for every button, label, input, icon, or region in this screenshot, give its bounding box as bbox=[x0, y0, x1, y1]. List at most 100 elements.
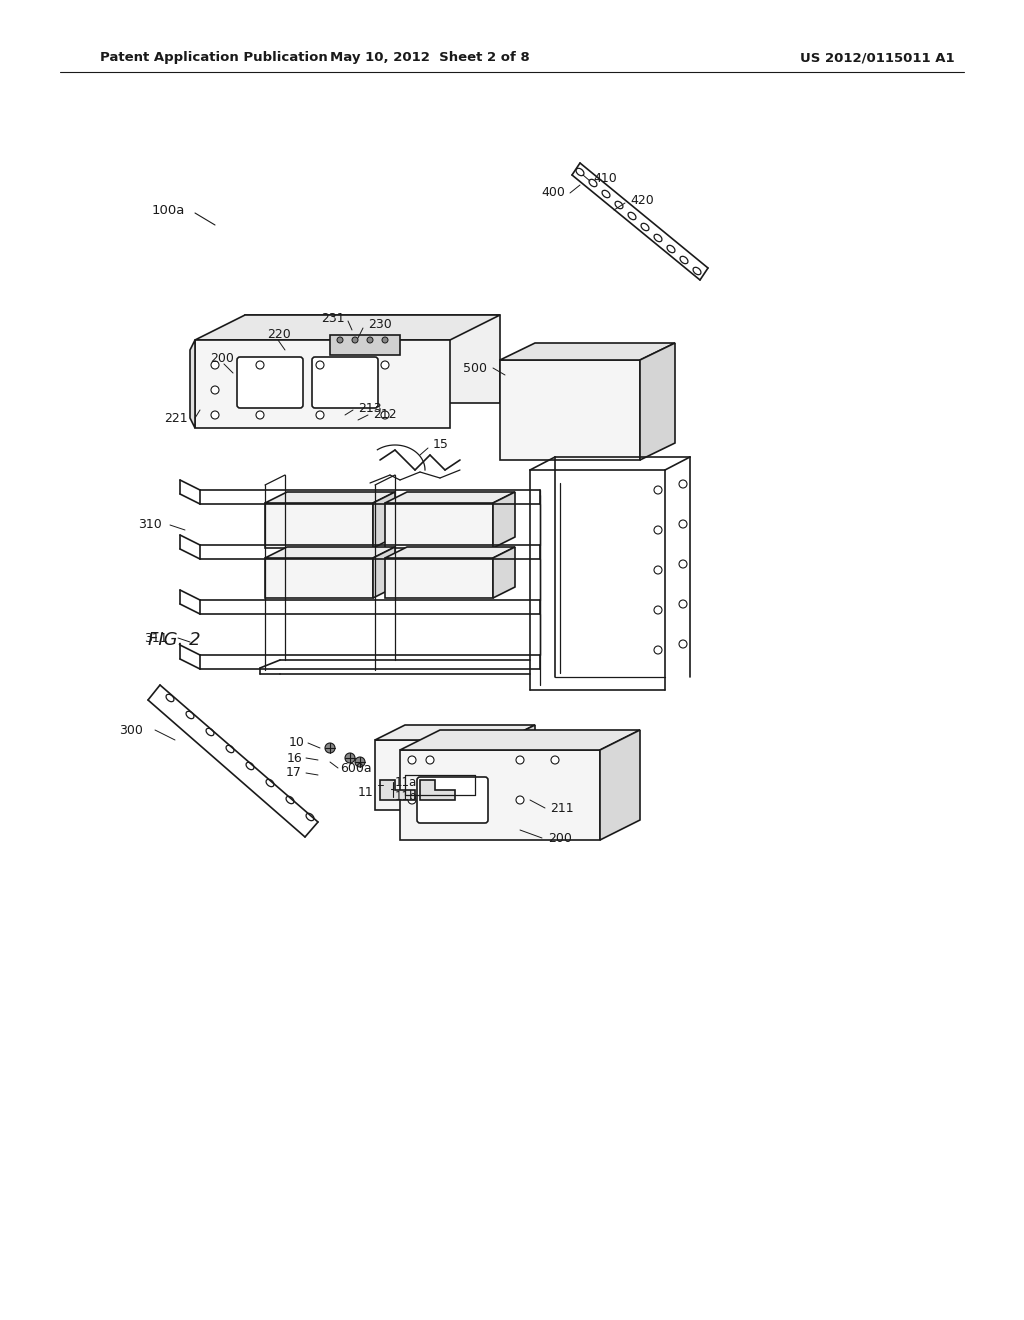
Text: 16: 16 bbox=[287, 751, 302, 764]
Circle shape bbox=[679, 520, 687, 528]
Ellipse shape bbox=[641, 223, 649, 231]
Circle shape bbox=[381, 411, 389, 418]
Circle shape bbox=[325, 743, 335, 752]
Circle shape bbox=[345, 752, 355, 763]
Circle shape bbox=[516, 796, 524, 804]
Polygon shape bbox=[385, 558, 493, 598]
Ellipse shape bbox=[306, 813, 314, 821]
Text: 310: 310 bbox=[138, 519, 162, 532]
Text: 211: 211 bbox=[550, 801, 573, 814]
Text: 400: 400 bbox=[541, 186, 565, 199]
Polygon shape bbox=[195, 315, 500, 341]
Polygon shape bbox=[195, 341, 450, 428]
Polygon shape bbox=[385, 546, 515, 558]
Polygon shape bbox=[400, 730, 640, 750]
Ellipse shape bbox=[680, 256, 688, 264]
Circle shape bbox=[516, 756, 524, 764]
Text: 15: 15 bbox=[433, 438, 449, 451]
Circle shape bbox=[408, 796, 416, 804]
Polygon shape bbox=[245, 315, 500, 403]
Ellipse shape bbox=[186, 711, 194, 718]
Circle shape bbox=[211, 385, 219, 393]
Polygon shape bbox=[330, 335, 400, 355]
Text: 600a: 600a bbox=[340, 762, 372, 775]
Polygon shape bbox=[493, 492, 515, 548]
Circle shape bbox=[679, 640, 687, 648]
Polygon shape bbox=[373, 546, 395, 598]
FancyBboxPatch shape bbox=[312, 356, 378, 408]
Text: 311: 311 bbox=[144, 631, 168, 644]
Circle shape bbox=[381, 360, 389, 370]
Ellipse shape bbox=[577, 169, 584, 176]
Circle shape bbox=[654, 606, 662, 614]
Text: 230: 230 bbox=[368, 318, 392, 331]
Circle shape bbox=[382, 337, 388, 343]
Circle shape bbox=[316, 411, 324, 418]
Text: 410: 410 bbox=[593, 172, 616, 185]
Circle shape bbox=[679, 601, 687, 609]
Ellipse shape bbox=[266, 779, 274, 787]
Circle shape bbox=[211, 360, 219, 370]
Circle shape bbox=[551, 756, 559, 764]
Polygon shape bbox=[385, 492, 515, 503]
Circle shape bbox=[426, 756, 434, 764]
Polygon shape bbox=[265, 546, 395, 558]
Circle shape bbox=[654, 525, 662, 535]
Ellipse shape bbox=[693, 268, 701, 275]
Ellipse shape bbox=[246, 763, 254, 770]
Text: Patent Application Publication: Patent Application Publication bbox=[100, 51, 328, 65]
Ellipse shape bbox=[226, 746, 233, 752]
Circle shape bbox=[654, 645, 662, 653]
Text: 11b: 11b bbox=[395, 791, 418, 804]
Polygon shape bbox=[375, 741, 505, 810]
FancyBboxPatch shape bbox=[417, 777, 488, 822]
Ellipse shape bbox=[286, 796, 294, 804]
Text: 420: 420 bbox=[630, 194, 653, 206]
Ellipse shape bbox=[667, 246, 675, 252]
Polygon shape bbox=[600, 730, 640, 840]
Text: May 10, 2012  Sheet 2 of 8: May 10, 2012 Sheet 2 of 8 bbox=[330, 51, 529, 65]
Circle shape bbox=[211, 411, 219, 418]
Text: 11a: 11a bbox=[395, 776, 417, 788]
Polygon shape bbox=[375, 725, 535, 741]
Text: 231: 231 bbox=[322, 312, 345, 325]
Polygon shape bbox=[373, 492, 395, 548]
Text: FIG. 2: FIG. 2 bbox=[148, 631, 201, 649]
Circle shape bbox=[367, 337, 373, 343]
Text: 221: 221 bbox=[165, 412, 188, 425]
Circle shape bbox=[355, 756, 365, 767]
Text: 500: 500 bbox=[463, 362, 487, 375]
Ellipse shape bbox=[654, 235, 662, 242]
Ellipse shape bbox=[589, 180, 597, 186]
Ellipse shape bbox=[166, 694, 174, 702]
Polygon shape bbox=[420, 780, 455, 800]
Circle shape bbox=[408, 756, 416, 764]
Text: 213: 213 bbox=[358, 401, 382, 414]
Polygon shape bbox=[265, 558, 373, 598]
FancyBboxPatch shape bbox=[237, 356, 303, 408]
Polygon shape bbox=[493, 546, 515, 598]
Polygon shape bbox=[190, 341, 195, 428]
Circle shape bbox=[679, 560, 687, 568]
Text: 100a: 100a bbox=[152, 203, 185, 216]
Text: 200: 200 bbox=[210, 351, 233, 364]
Circle shape bbox=[337, 337, 343, 343]
Text: 212: 212 bbox=[373, 408, 396, 421]
Ellipse shape bbox=[615, 202, 623, 209]
Text: 10: 10 bbox=[289, 737, 305, 750]
Circle shape bbox=[352, 337, 358, 343]
Circle shape bbox=[654, 486, 662, 494]
Circle shape bbox=[316, 360, 324, 370]
Polygon shape bbox=[400, 750, 600, 840]
Polygon shape bbox=[380, 780, 415, 800]
Circle shape bbox=[654, 566, 662, 574]
Text: US 2012/0115011 A1: US 2012/0115011 A1 bbox=[800, 51, 954, 65]
Text: 11: 11 bbox=[357, 785, 373, 799]
Polygon shape bbox=[500, 343, 675, 360]
Ellipse shape bbox=[602, 190, 610, 198]
Circle shape bbox=[256, 360, 264, 370]
Polygon shape bbox=[265, 492, 395, 503]
Text: 220: 220 bbox=[267, 329, 291, 342]
Polygon shape bbox=[640, 343, 675, 459]
Circle shape bbox=[256, 411, 264, 418]
